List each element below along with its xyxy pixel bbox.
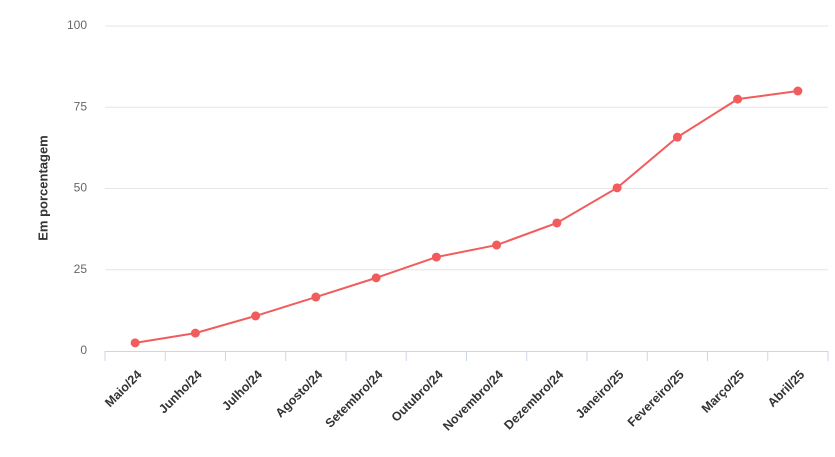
- y-tick-label: 75: [74, 99, 88, 113]
- x-tick-label: Fevereiro/25: [625, 368, 687, 430]
- data-point: [431, 252, 441, 262]
- data-point: [612, 183, 622, 193]
- data-point: [733, 94, 743, 104]
- y-tick-label: 25: [74, 262, 88, 276]
- data-point: [552, 218, 562, 228]
- data-point: [130, 338, 140, 348]
- data-point: [371, 273, 381, 283]
- data-point: [190, 328, 200, 338]
- data-point: [793, 86, 803, 96]
- y-tick-label: 50: [74, 181, 88, 195]
- x-tick-label: Dezembro/24: [501, 368, 566, 433]
- data-point: [311, 292, 321, 302]
- series-line: [134, 90, 799, 344]
- data-point: [492, 240, 502, 250]
- x-tick-label: Janeiro/25: [573, 368, 627, 422]
- y-axis-title: Em porcentagem: [35, 135, 50, 240]
- x-tick-label: Maio/24: [102, 368, 144, 410]
- x-tick-label: Agosto/24: [273, 368, 326, 421]
- y-tick-label: 0: [80, 343, 87, 357]
- x-tick-label: Julho/24: [219, 368, 265, 414]
- x-tick-label: Junho/24: [156, 368, 205, 417]
- x-tick-label: Outubro/24: [389, 368, 446, 425]
- x-tick-label: Abril/25: [765, 368, 807, 410]
- y-tick-label: 100: [67, 18, 87, 32]
- x-tick-label: Março/25: [699, 368, 747, 416]
- data-point: [672, 132, 682, 142]
- x-tick-label: Setembro/24: [323, 368, 386, 431]
- data-point: [251, 311, 261, 321]
- x-tick-label: Novembro/24: [440, 368, 506, 434]
